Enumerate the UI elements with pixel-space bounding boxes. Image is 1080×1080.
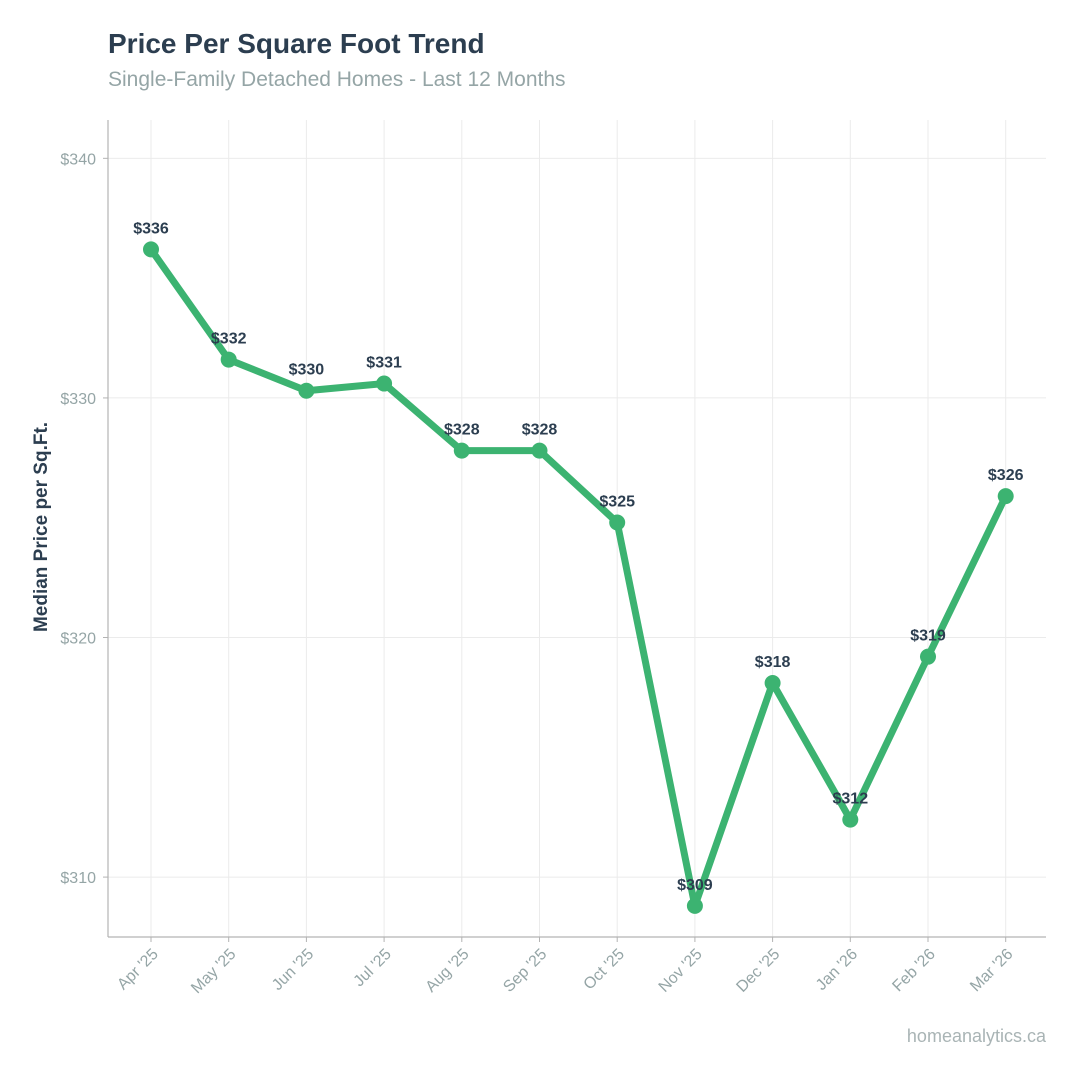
x-tick-label: Feb '26 [889, 946, 938, 995]
y-axis-ticks: $310 $320 $330 $340 [60, 151, 108, 887]
data-label: $331 [366, 355, 402, 372]
data-label: $328 [444, 422, 480, 439]
x-tick-label: Aug '25 [423, 946, 473, 996]
data-point [376, 375, 393, 392]
series [143, 241, 1014, 914]
data-label: $319 [910, 628, 946, 645]
y-tick-label: $310 [60, 870, 96, 887]
x-tick-label: Jan '26 [813, 946, 861, 994]
data-point [143, 241, 159, 258]
y-tick-label: $320 [60, 631, 96, 648]
data-label: $332 [211, 331, 247, 348]
data-point [609, 514, 626, 531]
x-tick-label: Mar '26 [967, 946, 1016, 995]
y-tick-label: $340 [60, 151, 96, 168]
data-point [453, 442, 470, 459]
data-point [997, 488, 1014, 505]
data-labels: $336 $332 $330 $331 $328 $328 $325 $309 $318 $312… [133, 220, 1023, 893]
x-tick-label: Nov '25 [656, 946, 706, 996]
data-point [220, 351, 237, 368]
y-tick-label: $330 [60, 391, 96, 408]
x-tick-label: Jun '25 [269, 946, 317, 994]
source-credit: homeanalytics.ca [906, 1026, 1046, 1046]
data-label: $328 [522, 422, 558, 439]
data-label: $318 [755, 654, 791, 671]
data-point [764, 675, 781, 692]
data-point [842, 811, 859, 828]
data-label: $336 [133, 220, 169, 237]
x-tick-label: May '25 [188, 946, 239, 997]
data-point [686, 897, 703, 914]
x-tick-label: Dec '25 [733, 946, 783, 996]
x-axis-ticks: Apr '25 May '25 Jun '25 Jul '25 Aug '25 Sep '… [114, 937, 1017, 997]
x-tick-label: Apr '25 [114, 946, 162, 994]
series-line [147, 245, 1010, 910]
data-label: $330 [289, 362, 325, 379]
x-tick-label: Jul '25 [351, 946, 395, 990]
data-point [298, 382, 315, 399]
data-point [531, 442, 548, 459]
x-tick-label: Sep '25 [500, 946, 550, 996]
grid [108, 120, 1046, 937]
x-tick-label: Oct '25 [581, 946, 629, 994]
chart-title: Price Per Square Foot Trend [108, 28, 485, 59]
data-label: $312 [833, 791, 869, 808]
data-label: $326 [988, 467, 1024, 484]
data-label: $325 [599, 494, 635, 511]
data-label: $309 [677, 877, 713, 894]
chart-subtitle: Single-Family Detached Homes - Last 12 M… [108, 68, 566, 91]
data-point [920, 648, 936, 665]
y-axis-label: Median Price per Sq.Ft. [31, 422, 52, 632]
axes [107, 120, 1046, 938]
